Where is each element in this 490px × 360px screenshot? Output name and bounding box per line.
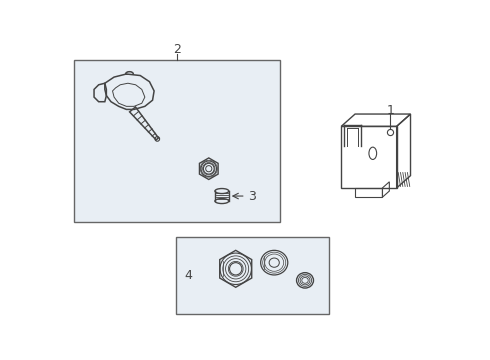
Bar (74, 60, 280, 222)
Text: 1: 1 (387, 104, 394, 117)
Bar (176, 237, 329, 314)
Text: 3: 3 (248, 190, 256, 203)
Text: 2: 2 (173, 43, 181, 56)
Text: 4: 4 (184, 269, 192, 282)
